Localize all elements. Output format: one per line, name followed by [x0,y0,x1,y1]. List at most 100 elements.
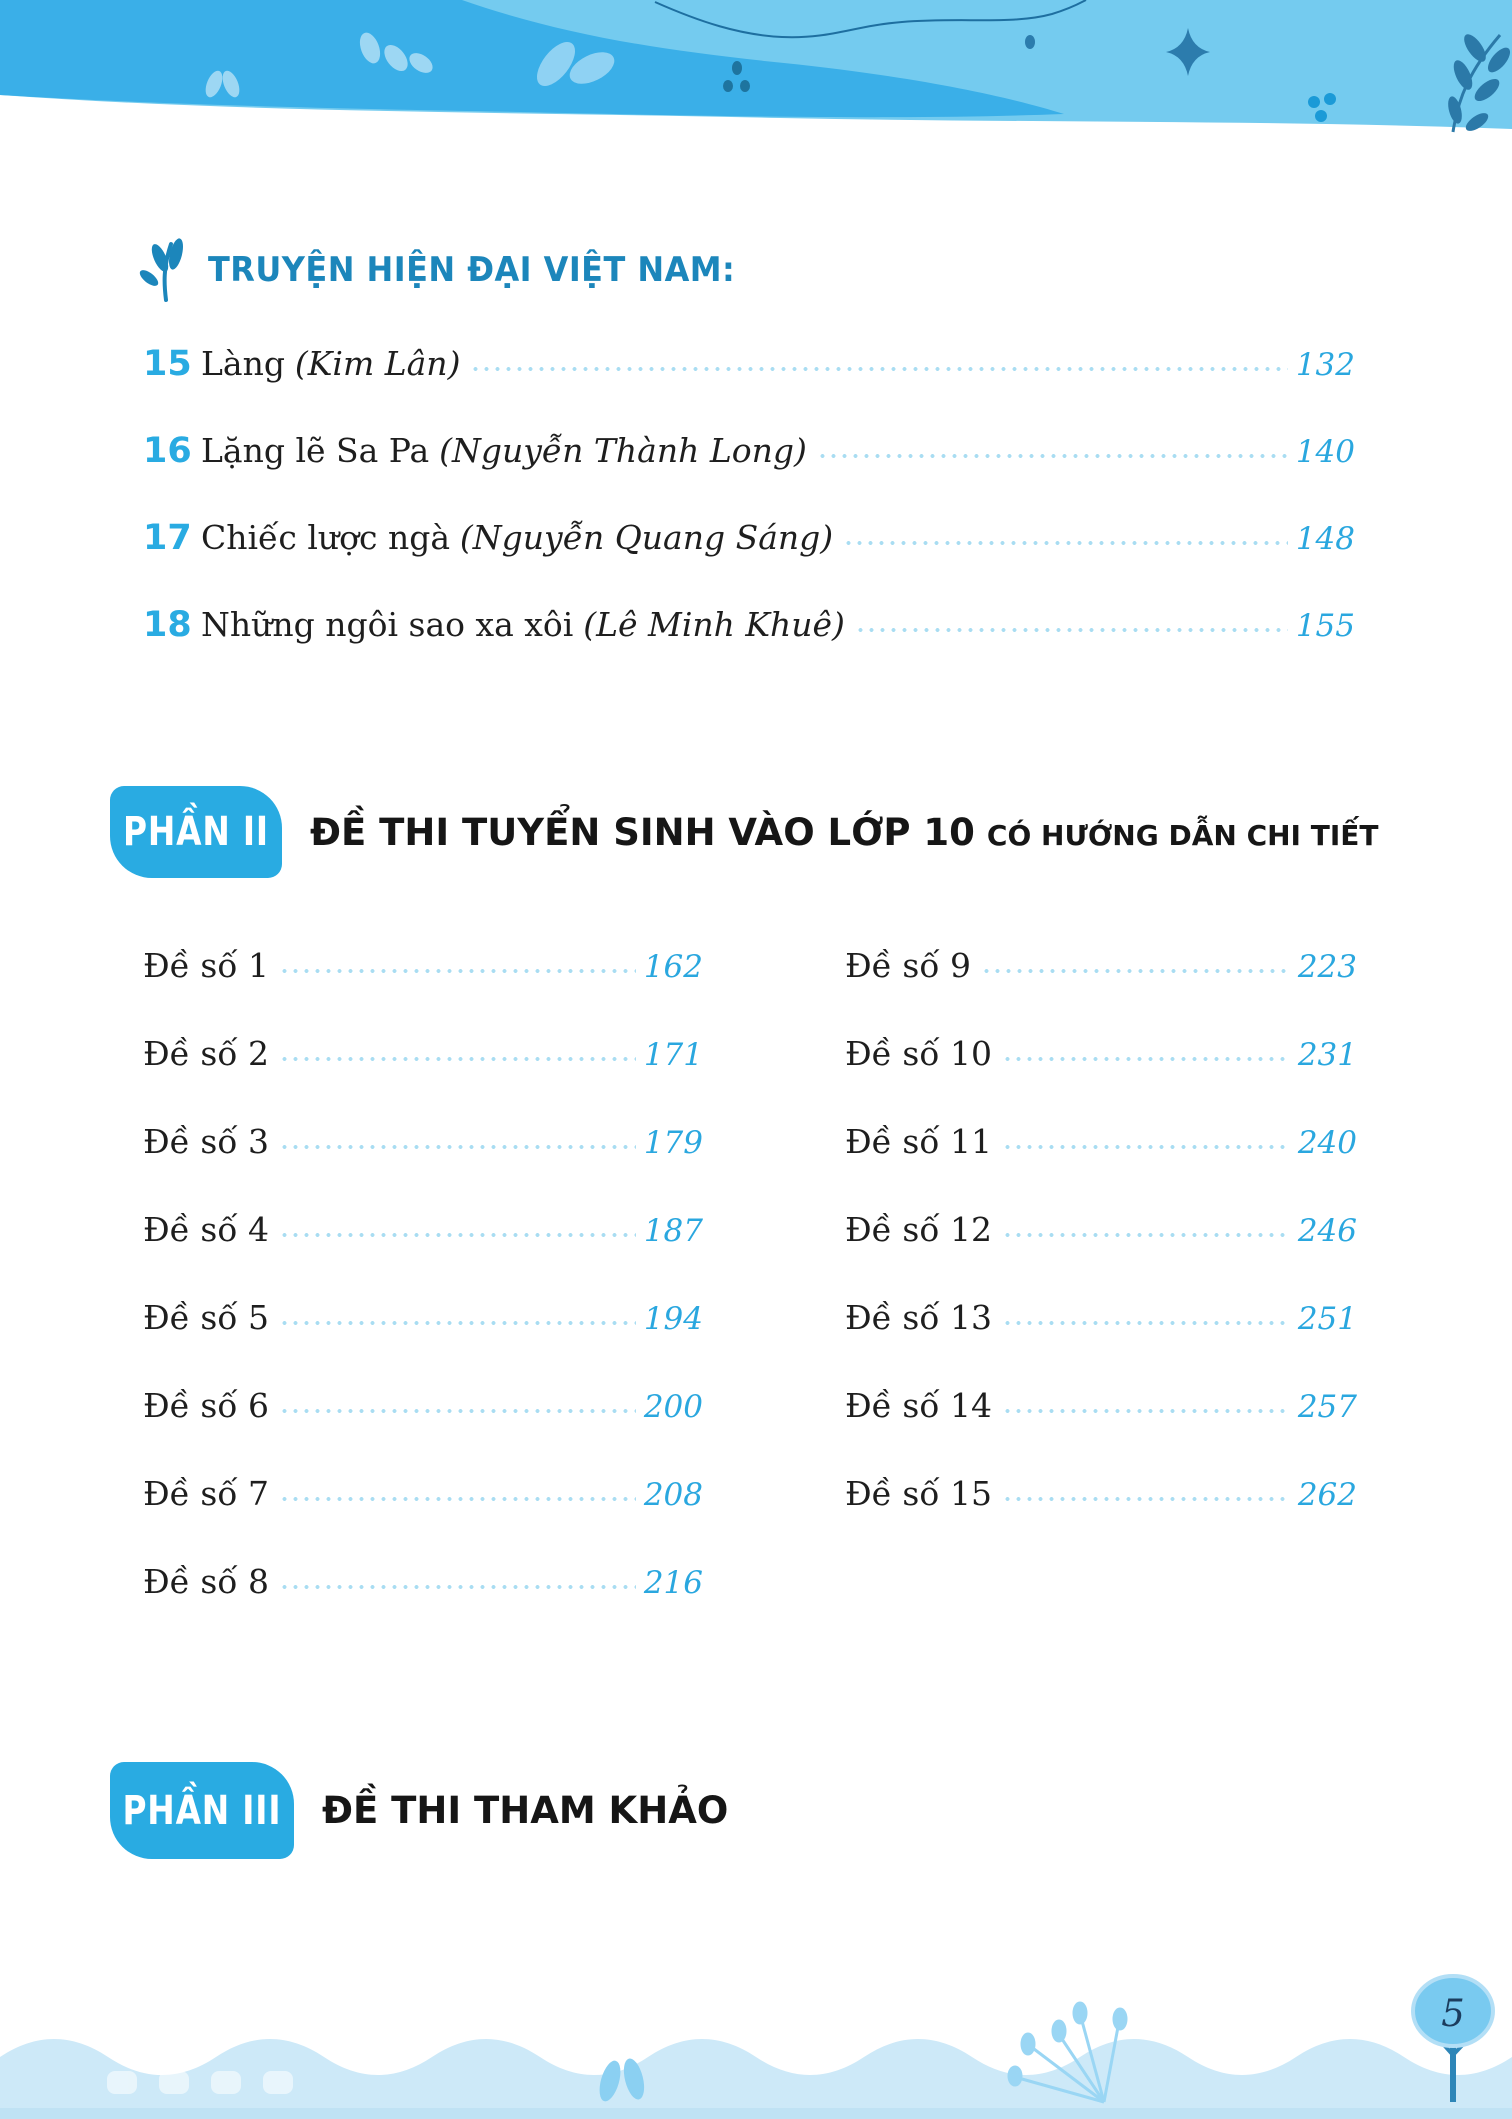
exam-label: Đề số 1 [143,946,270,985]
part3-header: PHẦN III ĐỀ THI THAM KHẢO [110,1762,728,1859]
exam-page: 171 [643,1037,703,1073]
exam-label: Đề số 7 [143,1474,270,1513]
part3-title-line: ĐỀ THI THAM KHẢO [322,1789,728,1832]
dotted-leader [277,1489,636,1505]
dotted-leader [277,1401,636,1417]
exam-entry: Đề số 1 162 [143,922,703,1010]
entry-title: Những ngôi sao xa xôi (Lê Minh Khuê) [201,605,845,644]
square-dots [107,2071,293,2094]
entry-author: (Nguyễn Thành Long) [439,431,807,470]
tree-page-number-icon [1411,1974,1495,2102]
dot [1025,35,1035,49]
toc-entry: 18 Những ngôi sao xa xôi (Lê Minh Khuê) 1… [143,581,1355,668]
dotted-leader [1000,1049,1290,1065]
exam-columns: Đề số 1 162 Đề số 2 171 Đề số 3 179 Đề số 4… [143,922,1357,1626]
section-title: TRUYỆN HIỆN ĐẠI VIỆT NAM: [208,250,736,290]
thin-wave-line [654,0,1087,39]
exam-page: 208 [643,1477,703,1513]
part3-badge: PHẦN III [110,1762,294,1859]
exam-page: 246 [1297,1213,1357,1249]
entry-page: 140 [1295,434,1355,470]
dotted-leader [277,961,636,977]
entry-title: Lặng lẽ Sa Pa (Nguyễn Thành Long) [201,431,807,470]
entry-page: 132 [1295,347,1355,383]
exam-page: 162 [643,949,703,985]
entry-number: 15 [143,344,192,384]
exam-page: 262 [1297,1477,1357,1513]
exam-entry: Đề số 15 262 [845,1450,1357,1538]
exam-entry: Đề số 12 246 [845,1186,1357,1274]
bottom-strip [0,2108,1512,2119]
dotted-leader [1000,1401,1290,1417]
entry-title: Làng (Kim Lân) [201,344,461,383]
exam-entry: Đề số 7 208 [143,1450,703,1538]
exam-page: 223 [1297,949,1357,985]
exam-label: Đề số 4 [143,1210,270,1249]
entry-page: 155 [1295,608,1355,644]
white-leaf-icons [205,32,433,98]
top-wave-band [0,0,1512,133]
dotted-leader [852,620,1288,636]
dotted-leader [1000,1489,1290,1505]
toc-entry: 16 Lặng lẽ Sa Pa (Nguyễn Thành Long) 140 [143,407,1355,494]
entry-number: 17 [143,518,192,558]
exam-label: Đề số 3 [143,1122,270,1161]
part2-title: ĐỀ THI TUYỂN SINH VÀO LỚP 10 [310,810,975,854]
exam-page: 240 [1297,1125,1357,1161]
dotted-leader [277,1225,636,1241]
entry-page: 148 [1295,521,1355,557]
exam-page: 187 [643,1213,703,1249]
part2-badge: PHẦN II [110,786,282,878]
entry-title: Chiếc lược ngà (Nguyễn Quang Sáng) [201,518,834,557]
section-heading: TRUYỆN HIỆN ĐẠI VIỆT NAM: [136,238,769,302]
toc-list-section1: 15 Làng (Kim Lân) 132 16 Lặng lẽ Sa Pa (Ng… [143,320,1355,668]
exam-page: 216 [643,1565,703,1601]
exam-page: 257 [1297,1389,1357,1425]
dotted-leader [841,533,1288,549]
exam-label: Đề số 12 [845,1210,993,1249]
part2-header: PHẦN II ĐỀ THI TUYỂN SINH VÀO LỚP 10 CÓ … [110,786,1378,878]
dotted-leader [468,359,1288,375]
dotted-leader [277,1313,636,1329]
dotted-leader [277,1577,636,1593]
exam-label: Đề số 8 [143,1562,270,1601]
exam-entry: Đề số 6 200 [143,1362,703,1450]
light-leaf-pair-icon [536,42,615,86]
exam-entry: Đề số 13 251 [845,1274,1357,1362]
exam-entry: Đề số 9 223 [845,922,1357,1010]
band-dark-shape [0,0,1064,118]
dandelion-icon [1007,2001,1128,2104]
exam-entry: Đề số 2 171 [143,1010,703,1098]
exam-column-left: Đề số 1 162 Đề số 2 171 Đề số 3 179 Đề số 4… [143,922,703,1626]
exam-entry: Đề số 14 257 [845,1362,1357,1450]
exam-page: 194 [643,1301,703,1337]
exam-page: 200 [643,1389,703,1425]
dotted-leader [979,961,1290,977]
exam-entry: Đề số 4 187 [143,1186,703,1274]
leaf-sprig-icon [139,238,183,302]
exam-label: Đề số 13 [845,1298,993,1337]
exam-column-right: Đề số 9 223 Đề số 10 231 Đề số 11 240 Đề số… [845,922,1357,1626]
entry-number: 16 [143,431,192,471]
exam-label: Đề số 9 [845,946,972,985]
exam-label: Đề số 14 [845,1386,993,1425]
sparkle-icon [1166,28,1210,76]
cyan-dots [1308,93,1336,122]
exam-label: Đề số 15 [845,1474,993,1513]
exam-label: Đề số 10 [845,1034,993,1073]
exam-label: Đề số 5 [143,1298,270,1337]
dotted-leader [1000,1313,1290,1329]
exam-entry: Đề số 3 179 [143,1098,703,1186]
dotted-leader [1000,1137,1290,1153]
part3-title: ĐỀ THI THAM KHẢO [322,1789,729,1832]
leaf-icon [599,2058,645,2102]
exam-entry: Đề số 10 231 [845,1010,1357,1098]
exam-page: 231 [1297,1037,1357,1073]
exam-page: 179 [643,1125,703,1161]
dotted-leader [814,446,1288,462]
dotted-leader [1000,1225,1290,1241]
toc-entry: 15 Làng (Kim Lân) 132 [143,320,1355,407]
exam-label: Đề số 2 [143,1034,270,1073]
bottom-wave-band [0,1974,1512,2119]
